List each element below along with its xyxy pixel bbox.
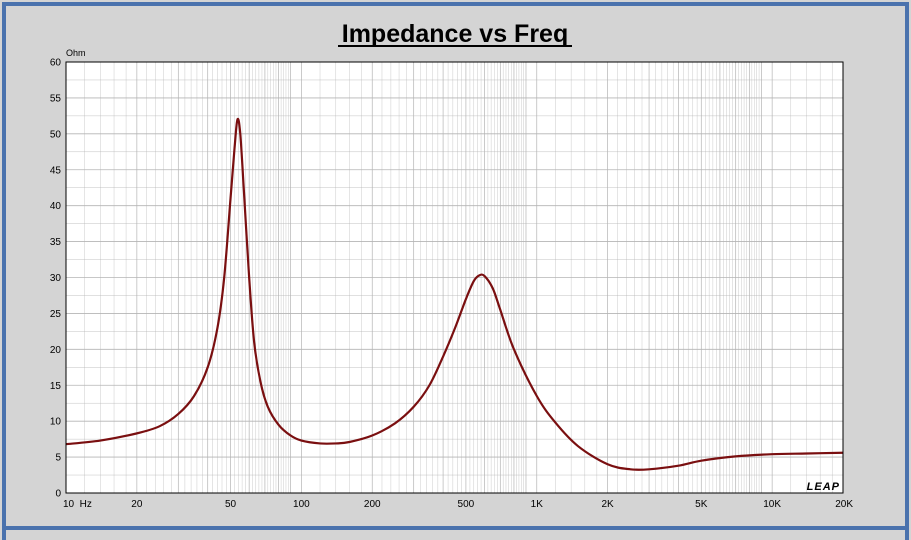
- y-tick-label: 30: [50, 273, 62, 284]
- y-tick-label: 50: [50, 129, 62, 140]
- x-tick-label: 1K: [531, 499, 544, 510]
- y-tick-label: 0: [55, 489, 61, 500]
- y-tick-label: 25: [50, 309, 62, 320]
- impedance-curve: [65, 117, 844, 471]
- x-axis: 10 Hz 20 50 100 200 500 1K 2K 5K 10K 20K: [63, 499, 853, 510]
- x-tick-label: 20: [131, 499, 143, 510]
- y-tick-label: 10: [50, 417, 62, 428]
- y-tick-label: 20: [50, 345, 62, 356]
- y-tick-label: 15: [50, 381, 62, 392]
- x-tick-label: 10 Hz: [63, 499, 92, 510]
- x-tick-label: 20K: [835, 499, 853, 510]
- y-tick-label: 60: [50, 58, 62, 69]
- x-tick-label: 50: [225, 499, 237, 510]
- plot-border: [65, 61, 844, 494]
- x-tick-label: 100: [293, 499, 310, 510]
- y-axis-unit-label: Ohm: [66, 48, 86, 58]
- x-tick-label: 5K: [695, 499, 708, 510]
- y-tick-label: 35: [50, 237, 62, 248]
- curve-layer: [65, 117, 844, 471]
- x-tick-label: 500: [458, 499, 475, 510]
- grid: [65, 61, 844, 494]
- y-tick-label: 55: [50, 93, 62, 104]
- chart-title: Impedance vs Freq: [342, 20, 568, 48]
- y-tick-label: 40: [50, 201, 62, 212]
- y-tick-label: 45: [50, 165, 62, 176]
- x-tick-label: 10K: [763, 499, 781, 510]
- y-tick-label: 5: [55, 453, 61, 464]
- x-tick-label: 200: [364, 499, 381, 510]
- y-axis: 0 5 10 15 20 25 30 35 40 45 50 55 60: [50, 58, 62, 500]
- x-tick-label: 2K: [602, 499, 615, 510]
- leap-brand-mark: LEAP: [807, 481, 840, 493]
